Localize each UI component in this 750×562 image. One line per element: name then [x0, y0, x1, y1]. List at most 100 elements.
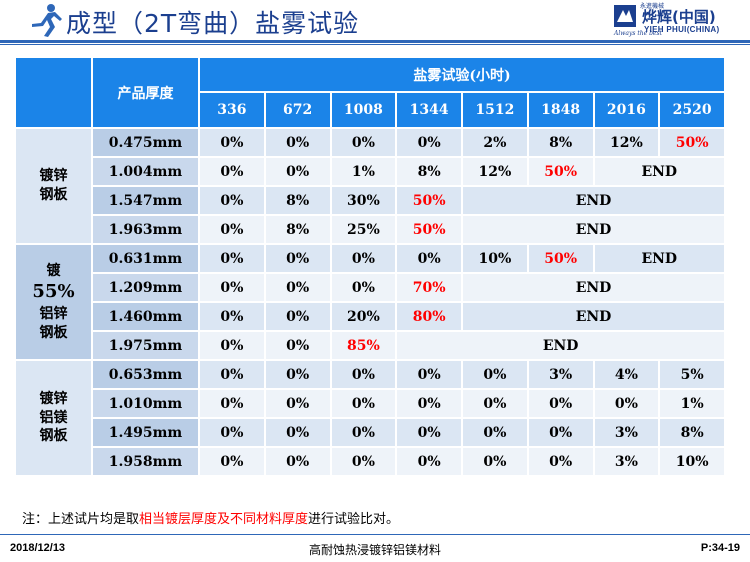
- value-cell: 0%: [263, 301, 332, 332]
- value-cell: 8%: [395, 156, 463, 187]
- value-cell: 50%: [526, 156, 595, 187]
- group-label-line: 钢板: [39, 324, 68, 341]
- thickness-cell: 1.460mm: [91, 301, 200, 332]
- value-cell: 0%: [395, 417, 463, 448]
- group-label-line: 铝锌: [39, 305, 68, 322]
- value-cell: 4%: [592, 359, 661, 390]
- thickness-cell: 1.547mm: [91, 185, 200, 216]
- table-row: 镀 55% 铝锌 钢板 0.631mm 0% 0% 0% 0% 10% 50% …: [14, 243, 726, 361]
- group-label-galvalume: 镀 55% 铝锌 钢板: [14, 243, 93, 361]
- value-cell: 0%: [461, 417, 529, 448]
- value-cell: 0%: [461, 388, 529, 419]
- thickness-cell: 1.004mm: [91, 156, 200, 187]
- thickness-cell: 1.010mm: [91, 388, 200, 419]
- footnote-prefix: 注：上述试片均是取: [22, 512, 140, 527]
- value-cell: 1%: [658, 388, 726, 419]
- value-cell: 1%: [329, 156, 398, 187]
- thickness-cell: 1.495mm: [91, 417, 200, 448]
- header-hour: 2016: [592, 91, 661, 129]
- value-cell: 0%: [198, 330, 266, 361]
- thickness-cell: 1.963mm: [91, 214, 200, 245]
- table-row: 1.547mm 0% 8% 30% 50% END: [15, 185, 726, 216]
- value-cell: 0%: [198, 243, 266, 274]
- end-cell: END: [592, 156, 726, 187]
- thickness-cell: 0.631mm: [91, 243, 200, 274]
- table-row: 1.209mm 0% 0% 0% 70% END: [15, 272, 726, 303]
- value-cell: 0%: [395, 243, 463, 274]
- table-row: 1.975mm 0% 0% 85% END: [15, 330, 726, 361]
- runner-icon: [32, 4, 62, 37]
- value-cell: 0%: [198, 214, 266, 245]
- end-cell: END: [461, 272, 726, 303]
- value-cell: 0%: [263, 359, 332, 390]
- value-cell: 10%: [658, 446, 726, 477]
- value-cell: 0%: [263, 156, 332, 187]
- value-cell: 0%: [395, 359, 463, 390]
- value-cell: 0%: [198, 127, 266, 158]
- value-cell: 12%: [592, 127, 661, 158]
- header-hour: 1008: [329, 91, 398, 129]
- header-hour: 336: [198, 91, 266, 129]
- group-label-galvanized: 镀锌钢板: [14, 127, 93, 245]
- salt-spray-table: 产品厚度 盐雾试验(小时) 336 672 1008 1344 1512 184…: [14, 56, 726, 477]
- value-cell: 8%: [526, 127, 595, 158]
- group-label-line: 镀: [46, 262, 61, 279]
- value-cell: 70%: [395, 272, 463, 303]
- value-cell: 20%: [329, 301, 398, 332]
- value-cell: 0%: [329, 446, 398, 477]
- table-row: 镀锌钢板 0.475mm 0% 0% 0% 0% 2% 8% 12% 50%: [14, 127, 726, 245]
- footer-title: 高耐蚀热浸镀锌铝镁材料: [308, 543, 441, 557]
- header-thickness: 产品厚度: [91, 56, 200, 129]
- header-hour: 1848: [526, 91, 595, 129]
- thickness-cell: 1.975mm: [91, 330, 200, 361]
- table-row: 1.460mm 0% 0% 20% 80% END: [15, 301, 726, 332]
- end-cell: END: [461, 214, 726, 245]
- value-cell: 0%: [461, 446, 529, 477]
- value-cell: 0%: [461, 359, 529, 390]
- value-cell: 0%: [263, 272, 332, 303]
- value-cell: 0%: [198, 156, 266, 187]
- value-cell: 0%: [198, 272, 266, 303]
- value-cell: 0%: [395, 446, 463, 477]
- value-cell: 0%: [329, 388, 398, 419]
- logo-small-text: 永進機械: [640, 3, 665, 10]
- end-cell: END: [461, 185, 726, 216]
- value-cell: 10%: [461, 243, 529, 274]
- slide-header: 成型（2T弯曲）盐雾试验 永進機械 烨辉(中国) YIEH PHUI(CHINA…: [0, 0, 750, 45]
- value-cell: 80%: [395, 301, 463, 332]
- group-label-line: 55%: [32, 281, 75, 303]
- value-cell: 50%: [395, 185, 463, 216]
- logo-company-en: YIEH PHUI(CHINA): [644, 25, 720, 34]
- header-hour: 2520: [658, 91, 726, 129]
- value-cell: 5%: [658, 359, 726, 390]
- group-label-zn-al-mg: 镀锌铝镁钢板: [14, 359, 93, 477]
- table-row: 1.958mm 0% 0% 0% 0% 0% 0% 3% 10%: [15, 446, 726, 477]
- group-label-text: 镀锌钢板: [39, 168, 68, 203]
- value-cell: 0%: [198, 446, 266, 477]
- value-cell: 85%: [329, 330, 398, 361]
- value-cell: 50%: [395, 214, 463, 245]
- value-cell: 0%: [329, 243, 398, 274]
- value-cell: 12%: [461, 156, 529, 187]
- thickness-cell: 1.958mm: [91, 446, 200, 477]
- header-hour: 1512: [461, 91, 529, 129]
- table-row: 1.963mm 0% 8% 25% 50% END: [15, 214, 726, 245]
- value-cell: 0%: [198, 417, 266, 448]
- value-cell: 0%: [263, 388, 332, 419]
- value-cell: 0%: [526, 417, 595, 448]
- value-cell: 0%: [329, 272, 398, 303]
- company-logo: 永進機械 烨辉(中国) YIEH PHUI(CHINA) Always the …: [590, 1, 750, 41]
- footer-date: 2018/12/13: [10, 542, 66, 554]
- value-cell: 0%: [263, 127, 332, 158]
- value-cell: 3%: [592, 417, 661, 448]
- value-cell: 0%: [263, 446, 332, 477]
- value-cell: 0%: [198, 388, 266, 419]
- value-cell: 0%: [592, 388, 661, 419]
- table-row: 1.004mm 0% 0% 1% 8% 12% 50% END: [15, 156, 726, 187]
- footnote-highlight: 相当镀层厚度及不同材料厚度: [139, 512, 309, 527]
- table-row: 镀锌铝镁钢板 0.653mm 0% 0% 0% 0% 0% 3% 4% 5%: [14, 359, 726, 477]
- footer-rule: [0, 534, 750, 535]
- value-cell: 0%: [263, 330, 332, 361]
- value-cell: 50%: [526, 243, 595, 274]
- logo-company-cn: 烨辉(中国): [642, 8, 716, 26]
